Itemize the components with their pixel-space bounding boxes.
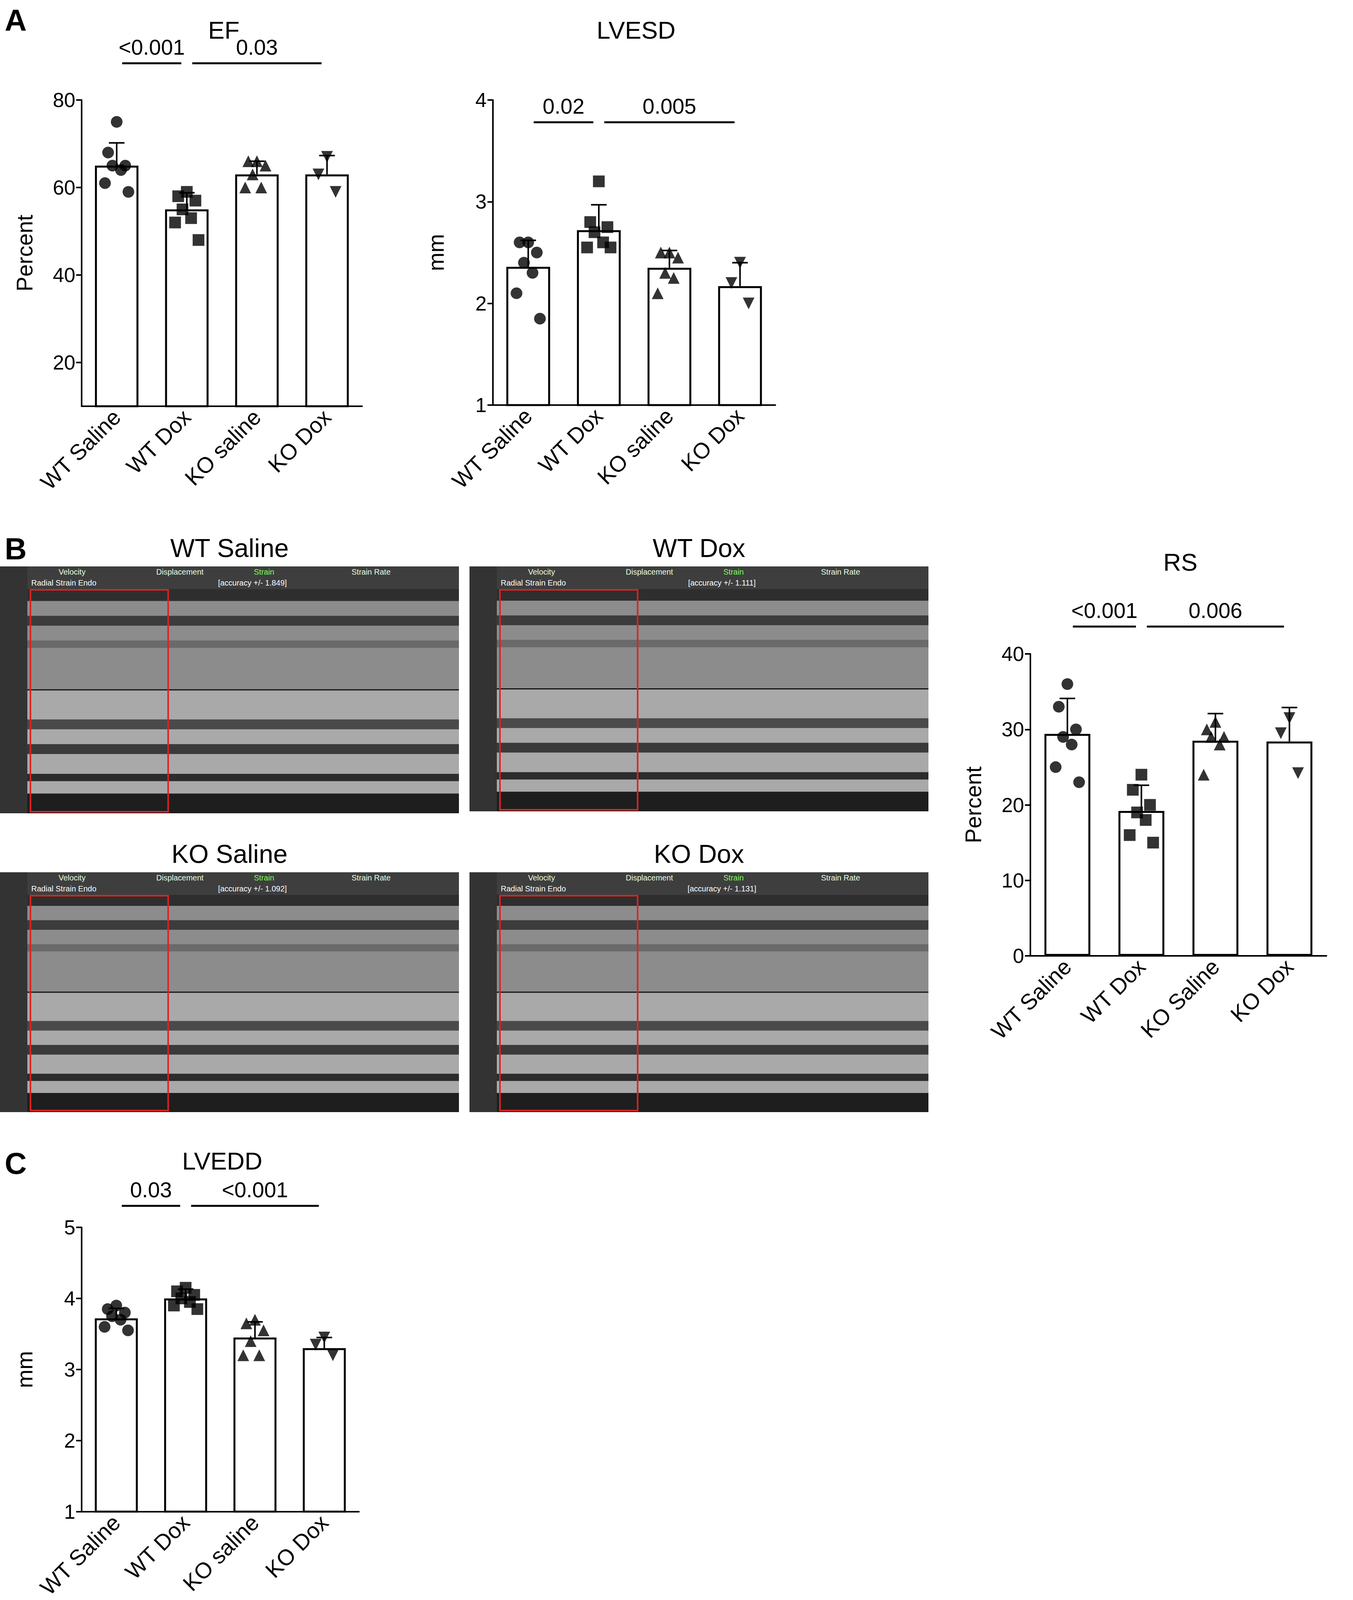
svg-text:80: 80 <box>52 88 76 112</box>
svg-text:WT Dox: WT Dox <box>121 404 196 479</box>
svg-text:KO Saline: KO Saline <box>171 839 288 869</box>
svg-text:30: 30 <box>1001 717 1025 741</box>
svg-text:40: 40 <box>1001 642 1025 666</box>
svg-text:Displacement: Displacement <box>625 873 674 882</box>
svg-text:Strain: Strain <box>253 873 275 882</box>
svg-text:[accuracy +/- 1.849]: [accuracy +/- 1.849] <box>217 578 287 588</box>
svg-text:0.005: 0.005 <box>642 94 697 119</box>
svg-text:Strain Rate: Strain Rate <box>821 567 861 577</box>
svg-text:WT Dox: WT Dox <box>652 533 746 563</box>
svg-text:0: 0 <box>1012 944 1025 968</box>
svg-text:2: 2 <box>64 1429 76 1452</box>
svg-text:10: 10 <box>1001 869 1025 892</box>
svg-text:1: 1 <box>64 1500 76 1523</box>
svg-text:20: 20 <box>1001 793 1025 817</box>
svg-text:40: 40 <box>52 263 76 287</box>
svg-text:Displacement: Displacement <box>156 873 204 882</box>
svg-text:C: C <box>4 1145 27 1181</box>
svg-text:[accuracy +/- 1.092]: [accuracy +/- 1.092] <box>217 884 287 893</box>
svg-text:Radial Strain Endo: Radial Strain Endo <box>500 578 566 588</box>
svg-text:mm: mm <box>423 233 449 272</box>
svg-text:4: 4 <box>64 1286 76 1310</box>
svg-text:Strain Rate: Strain Rate <box>351 873 391 882</box>
svg-text:Strain Rate: Strain Rate <box>351 567 391 577</box>
svg-text:Strain: Strain <box>253 567 275 577</box>
svg-text:KO Dox: KO Dox <box>263 404 336 477</box>
svg-text:0.006: 0.006 <box>1188 598 1243 623</box>
svg-text:B: B <box>4 531 27 566</box>
svg-text:Displacement: Displacement <box>156 567 204 577</box>
svg-text:<0.001: <0.001 <box>118 35 186 60</box>
svg-text:Strain: Strain <box>723 567 744 577</box>
svg-text:KO Dox: KO Dox <box>1225 953 1299 1027</box>
svg-text:A: A <box>4 3 27 38</box>
svg-text:LVESD: LVESD <box>596 16 676 44</box>
svg-text:3: 3 <box>475 190 487 213</box>
svg-text:Displacement: Displacement <box>625 567 674 577</box>
svg-text:Velocity: Velocity <box>58 873 86 882</box>
svg-text:WT Saline: WT Saline <box>986 953 1077 1044</box>
svg-text:5: 5 <box>64 1215 76 1239</box>
svg-text:WT Dox: WT Dox <box>120 1509 195 1584</box>
svg-text:Percent: Percent <box>960 766 986 844</box>
svg-text:2: 2 <box>475 292 487 315</box>
svg-text:WT Dox: WT Dox <box>1076 953 1151 1029</box>
svg-text:[accuracy +/- 1.131]: [accuracy +/- 1.131] <box>687 884 757 893</box>
svg-text:mm: mm <box>12 1350 38 1388</box>
svg-text:Strain: Strain <box>723 873 744 882</box>
svg-text:LVEDD: LVEDD <box>182 1147 263 1175</box>
svg-text:60: 60 <box>52 176 76 199</box>
svg-text:KO saline: KO saline <box>592 403 679 490</box>
svg-text:<0.001: <0.001 <box>1071 598 1138 623</box>
svg-text:<0.001: <0.001 <box>221 1177 289 1202</box>
svg-text:KO Dox: KO Dox <box>676 403 749 476</box>
svg-text:0.03: 0.03 <box>130 1177 172 1202</box>
svg-text:WT Saline: WT Saline <box>447 403 538 493</box>
svg-text:WT Dox: WT Dox <box>533 403 608 478</box>
svg-text:Percent: Percent <box>12 214 38 292</box>
svg-text:KO Saline: KO Saline <box>1135 953 1225 1043</box>
svg-text:Radial Strain Endo: Radial Strain Endo <box>500 884 566 893</box>
svg-text:Velocity: Velocity <box>58 567 86 577</box>
svg-text:KO Dox: KO Dox <box>653 839 745 869</box>
svg-text:Radial Strain Endo: Radial Strain Endo <box>31 578 97 588</box>
svg-text:KO Dox: KO Dox <box>260 1509 334 1583</box>
svg-text:Velocity: Velocity <box>528 873 556 882</box>
svg-text:WT Saline: WT Saline <box>35 404 126 495</box>
svg-text:1: 1 <box>475 393 487 417</box>
svg-text:3: 3 <box>64 1358 76 1381</box>
svg-text:WT Saline: WT Saline <box>170 533 289 563</box>
svg-text:0.03: 0.03 <box>235 35 278 60</box>
svg-text:KO saline: KO saline <box>177 1509 264 1596</box>
svg-text:RS: RS <box>1163 548 1198 576</box>
svg-text:4: 4 <box>475 88 487 112</box>
svg-text:0.02: 0.02 <box>542 94 585 119</box>
svg-text:[accuracy +/- 1.111]: [accuracy +/- 1.111] <box>688 578 756 588</box>
svg-text:KO saline: KO saline <box>179 404 266 491</box>
svg-text:EF: EF <box>208 16 240 44</box>
svg-text:Radial Strain Endo: Radial Strain Endo <box>31 884 97 893</box>
svg-text:Strain Rate: Strain Rate <box>821 873 861 882</box>
svg-text:WT Saline: WT Saline <box>35 1509 125 1600</box>
svg-text:Velocity: Velocity <box>528 567 556 577</box>
svg-text:20: 20 <box>52 351 76 374</box>
